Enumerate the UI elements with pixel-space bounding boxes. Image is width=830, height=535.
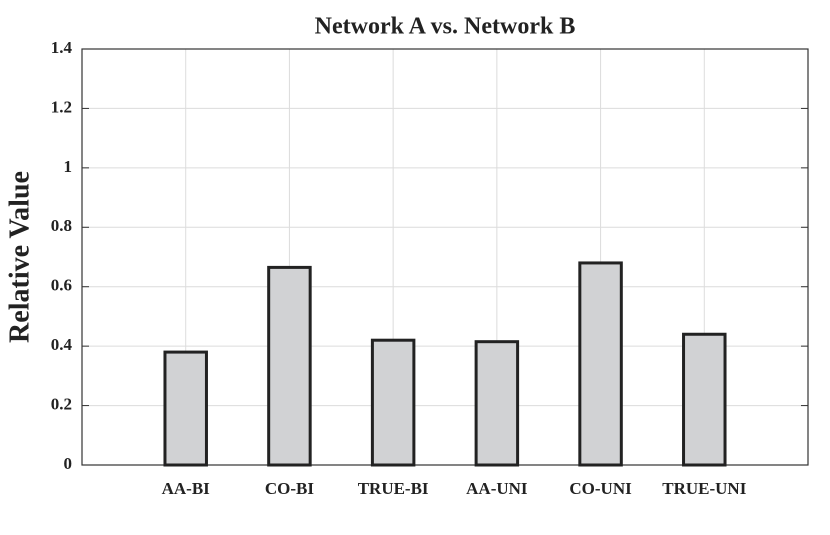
x-tick-label: AA-BI	[162, 479, 211, 498]
bar	[578, 261, 623, 467]
bar	[682, 332, 727, 467]
chart-title: Network A vs. Network B	[315, 14, 576, 40]
bar	[474, 340, 520, 467]
y-tick-label: 1.4	[51, 38, 73, 57]
y-axis-label: Relative Value	[4, 171, 35, 343]
plot-frame	[81, 48, 809, 466]
x-tick-label: TRUE-BI	[358, 479, 429, 498]
y-tick-label: 0.6	[51, 276, 72, 295]
bar	[163, 350, 208, 467]
y-tick-label: 1	[64, 157, 73, 176]
x-tick-label: AA-UNI	[466, 479, 528, 498]
y-tick-label: 0.8	[51, 216, 72, 235]
y-tick-label: 0.2	[51, 394, 72, 413]
x-tick-label: CO-UNI	[569, 479, 632, 498]
bar	[267, 265, 312, 467]
x-tick-label: TRUE-UNI	[662, 479, 746, 498]
bar	[370, 338, 416, 467]
y-tick-label: 1.2	[51, 97, 72, 116]
y-tick-label: 0.4	[51, 335, 73, 354]
y-tick-label: 0	[64, 454, 73, 473]
x-tick-label: CO-BI	[265, 479, 315, 498]
